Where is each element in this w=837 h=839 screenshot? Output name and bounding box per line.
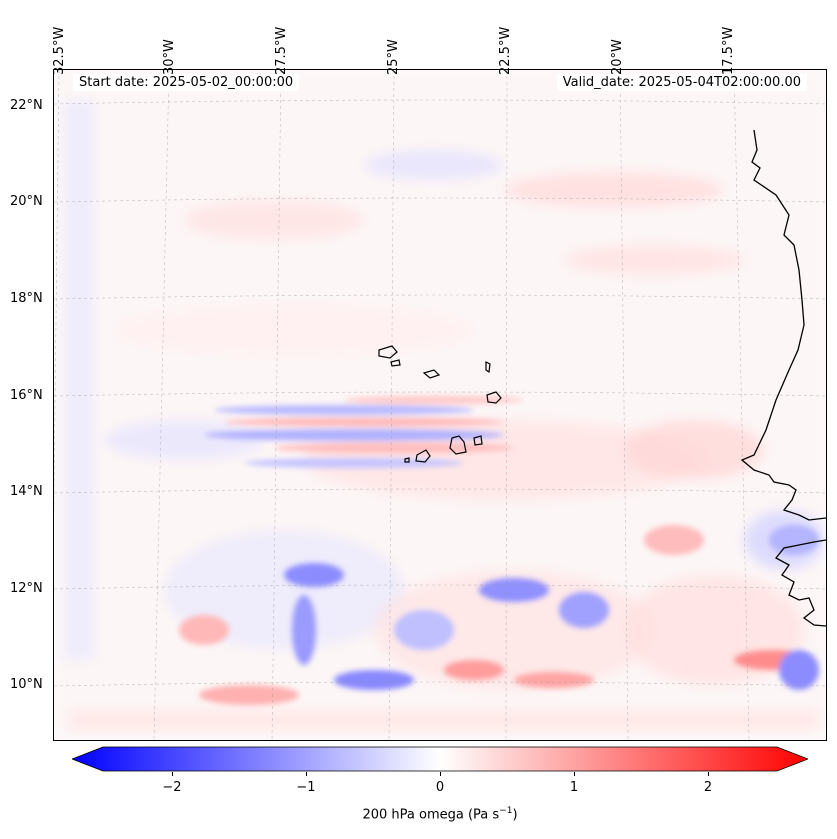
colorbar-tick-mark	[172, 772, 173, 776]
colorbar-title-exponent: −1	[499, 806, 513, 816]
lon-label-20w: 20°W	[610, 39, 625, 75]
lon-label-17-5w: 17.5°W	[721, 26, 736, 75]
cape-verde-islands	[378, 345, 502, 463]
colorbar-tick-0: 0	[435, 780, 445, 795]
lat-label-16n: 16°N	[10, 388, 43, 403]
colorbar-title-suffix: )	[512, 807, 518, 823]
map-panel	[53, 69, 827, 741]
start-date-label: Start date: 2025-05-02_00:00:00	[73, 74, 300, 91]
africa-coast-south	[775, 539, 826, 627]
colorbar-tick-mark	[440, 772, 441, 776]
lat-label-12n: 12°N	[10, 581, 43, 596]
colorbar-title: 200 hPa omega (Pa s−1)	[0, 806, 837, 822]
lat-label-14n: 14°N	[10, 484, 43, 499]
colorbar-tick-neg1: −1	[296, 780, 316, 795]
lon-label-30w: 30°W	[162, 39, 177, 75]
omega-background-shading	[54, 70, 826, 740]
lon-label-25w: 25°W	[386, 39, 401, 75]
colorbar-tick-1: 1	[569, 780, 579, 795]
lon-label-27-5w: 27.5°W	[274, 26, 289, 75]
colorbar-gradient	[70, 746, 810, 772]
colorbar-tick-2: 2	[703, 780, 713, 795]
colorbar	[70, 746, 810, 772]
colorbar-tick-mark	[574, 772, 575, 776]
omega-detail-shading	[179, 396, 819, 705]
lat-label-20n: 20°N	[10, 194, 43, 209]
lat-label-22n: 22°N	[10, 98, 43, 113]
colorbar-title-prefix: 200 hPa omega (Pa s	[362, 807, 500, 823]
colorbar-tick-mark	[708, 772, 709, 776]
omega-field-map	[54, 70, 826, 740]
valid-date-label: Valid_date: 2025-05-04T02:00:00.00	[556, 74, 807, 91]
lon-label-32-5w: 32.5°W	[52, 26, 67, 75]
lon-label-22-5w: 22.5°W	[498, 26, 513, 75]
africa-coastline	[740, 129, 826, 521]
graticule	[54, 70, 826, 740]
colorbar-tick-neg2: −2	[162, 780, 182, 795]
lat-label-18n: 18°N	[10, 291, 43, 306]
colorbar-tick-mark	[306, 772, 307, 776]
lat-label-10n: 10°N	[10, 677, 43, 692]
